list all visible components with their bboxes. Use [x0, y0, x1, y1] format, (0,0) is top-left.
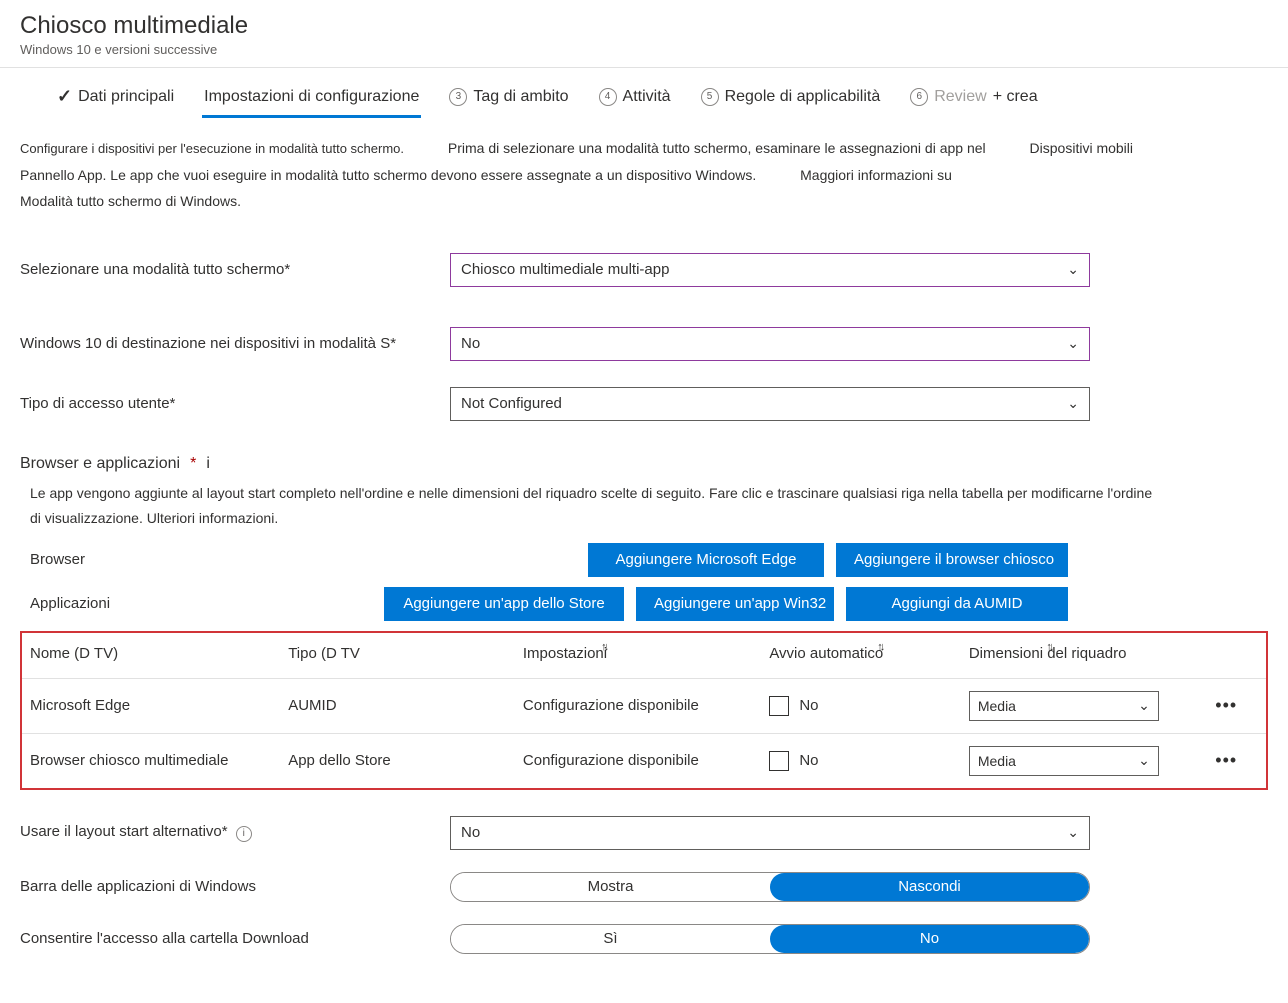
- tile-size-select[interactable]: Media⌄: [969, 691, 1159, 721]
- apps-buttons-row: Applicazioni Aggiungere un'app dello Sto…: [20, 587, 1268, 621]
- col-autolaunch[interactable]: Avvio automatico↑↓: [761, 633, 961, 679]
- toggle-show[interactable]: Mostra: [451, 873, 770, 901]
- toggle-no[interactable]: No: [770, 925, 1089, 953]
- toggle-yes[interactable]: Sì: [451, 925, 770, 953]
- content-area: Configurare i dispositivi per l'esecuzio…: [0, 119, 1288, 974]
- tab-review[interactable]: 6 Review + crea: [908, 80, 1039, 118]
- description-text: Modalità tutto schermo di Windows.: [20, 190, 1268, 212]
- more-icon[interactable]: •••: [1215, 695, 1237, 715]
- toggle-downloads: Sì No: [450, 924, 1090, 954]
- section-description: Le app vengono aggiunte al layout start …: [30, 483, 1268, 504]
- col-type[interactable]: Tipo (D TV: [280, 633, 515, 679]
- tab-applicability[interactable]: 5 Regole di applicabilità: [699, 80, 883, 118]
- more-icon[interactable]: •••: [1215, 750, 1237, 770]
- autolaunch-checkbox[interactable]: [769, 751, 789, 771]
- add-kiosk-browser-button[interactable]: Aggiungere il browser chiosco: [836, 543, 1068, 577]
- tab-basics[interactable]: ✓ Dati principali: [55, 78, 176, 119]
- sort-icon: ↑↓: [601, 641, 606, 653]
- tab-configuration[interactable]: Impostazioni di configurazione: [202, 80, 421, 118]
- autolaunch-checkbox[interactable]: [769, 696, 789, 716]
- chevron-down-icon: ⌄: [1067, 395, 1079, 412]
- step-number: 5: [701, 88, 719, 106]
- step-number: 3: [449, 88, 467, 106]
- field-kiosk-mode: Selezionare una modalità tutto schermo* …: [20, 253, 1268, 287]
- table-row[interactable]: Microsoft Edge AUMID Configurazione disp…: [22, 678, 1266, 733]
- step-number: 4: [599, 88, 617, 106]
- section-description: di visualizzazione. Ulteriori informazio…: [30, 508, 1268, 529]
- table-row[interactable]: Browser chiosco multimediale App dello S…: [22, 733, 1266, 788]
- browser-buttons-row: Browser Aggiungere Microsoft Edge Aggiun…: [20, 543, 1268, 577]
- label-logon-type: Tipo di accesso utente*: [20, 395, 450, 412]
- tab-scope[interactable]: 3 Tag di ambito: [447, 80, 570, 118]
- sort-icon: ↑↓: [877, 641, 882, 653]
- select-alt-layout[interactable]: No ⌄: [450, 816, 1090, 850]
- col-settings[interactable]: Impostazioni↑↓: [515, 633, 761, 679]
- label-alt-layout: Usare il layout start alternativo* i: [20, 823, 450, 842]
- check-icon: ✓: [57, 86, 72, 107]
- required-marker: *: [190, 455, 196, 473]
- toggle-taskbar: Mostra Nascondi: [450, 872, 1090, 902]
- add-aumid-button[interactable]: Aggiungi da AUMID: [846, 587, 1068, 621]
- label-kiosk-mode: Selezionare una modalità tutto schermo*: [20, 261, 450, 278]
- chevron-down-icon: ⌄: [1138, 697, 1150, 714]
- info-icon[interactable]: i: [236, 826, 252, 842]
- wizard-tabs: ✓ Dati principali Impostazioni di config…: [0, 68, 1288, 119]
- page-subtitle: Windows 10 e versioni successive: [20, 42, 1268, 57]
- page-title: Chiosco multimediale: [20, 12, 1268, 40]
- chevron-down-icon: ⌄: [1067, 335, 1079, 352]
- add-store-app-button[interactable]: Aggiungere un'app dello Store: [384, 587, 624, 621]
- tab-assignments[interactable]: 4 Attività: [597, 80, 673, 118]
- field-alt-layout: Usare il layout start alternativo* i No …: [20, 816, 1268, 850]
- chevron-down-icon: ⌄: [1067, 261, 1079, 278]
- page-header: Chiosco multimediale Windows 10 e versio…: [0, 0, 1288, 68]
- description-text: Pannello App. Le app che vuoi eseguire i…: [20, 164, 1268, 186]
- label-apps: Applicazioni: [20, 595, 360, 612]
- add-win32-button[interactable]: Aggiungere un'app Win32: [636, 587, 834, 621]
- select-logon-type[interactable]: Not Configured ⌄: [450, 387, 1090, 421]
- section-browser-apps: Browser e applicazioni * i: [20, 455, 1268, 473]
- chevron-down-icon: ⌄: [1067, 824, 1079, 841]
- col-name[interactable]: Nome (D TV): [22, 633, 280, 679]
- chevron-down-icon: ⌄: [1138, 752, 1150, 769]
- select-win10s[interactable]: No ⌄: [450, 327, 1090, 361]
- step-number: 6: [910, 88, 928, 106]
- label-taskbar: Barra delle applicazioni di Windows: [20, 878, 450, 895]
- select-kiosk-mode[interactable]: Chiosco multimediale multi-app ⌄: [450, 253, 1090, 287]
- description-text: Configurare i dispositivi per l'esecuzio…: [20, 137, 1268, 160]
- field-logon-type: Tipo di accesso utente* Not Configured ⌄: [20, 387, 1268, 421]
- label-browser: Browser: [20, 551, 360, 568]
- field-downloads: Consentire l'accesso alla cartella Downl…: [20, 924, 1268, 954]
- sort-icon: ↑↓: [1046, 641, 1051, 653]
- field-win10s: Windows 10 di destinazione nei dispositi…: [20, 327, 1268, 361]
- apps-table-highlight: Nome (D TV) Tipo (D TV Impostazioni↑↓ Av…: [20, 631, 1268, 790]
- tile-size-select[interactable]: Media⌄: [969, 746, 1159, 776]
- label-win10s: Windows 10 di destinazione nei dispositi…: [20, 335, 450, 352]
- label-downloads: Consentire l'accesso alla cartella Downl…: [20, 930, 450, 947]
- toggle-hide[interactable]: Nascondi: [770, 873, 1089, 901]
- col-tilesize[interactable]: Dimensioni del riquadro↑↓: [961, 633, 1207, 679]
- add-edge-button[interactable]: Aggiungere Microsoft Edge: [588, 543, 824, 577]
- info-icon[interactable]: i: [206, 455, 210, 473]
- apps-table: Nome (D TV) Tipo (D TV Impostazioni↑↓ Av…: [22, 633, 1266, 788]
- field-taskbar: Barra delle applicazioni di Windows Most…: [20, 872, 1268, 902]
